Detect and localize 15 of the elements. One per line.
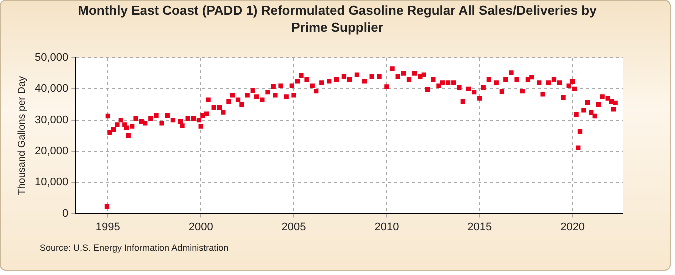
y-tick-label: 0 [62,208,69,220]
y-tick-label: 30,000 [34,114,69,126]
x-tick-label: 2000 [188,221,214,234]
source-note: Source: U.S. Energy Information Administration [40,243,229,253]
x-tick-label: 2020 [560,221,586,234]
y-tick-label: 20,000 [34,146,69,158]
x-tick-label: 2005 [282,221,306,234]
x-tick-label: 2015 [468,221,492,234]
x-tick-label: 2010 [374,221,400,234]
y-axis-title: Thousand Gallons per Day [16,76,28,196]
y-tick-label: 10,000 [34,176,69,189]
x-tick-label: 1995 [96,221,120,234]
chart-title: Monthly East Coast (PADD 1) Reformulated Gasoline Regular All Sales/Deliveries by Prime Supplier [77,2,598,36]
y-tick-label: 50,000 [34,52,69,64]
y-tick-label: 40,000 [34,83,69,96]
